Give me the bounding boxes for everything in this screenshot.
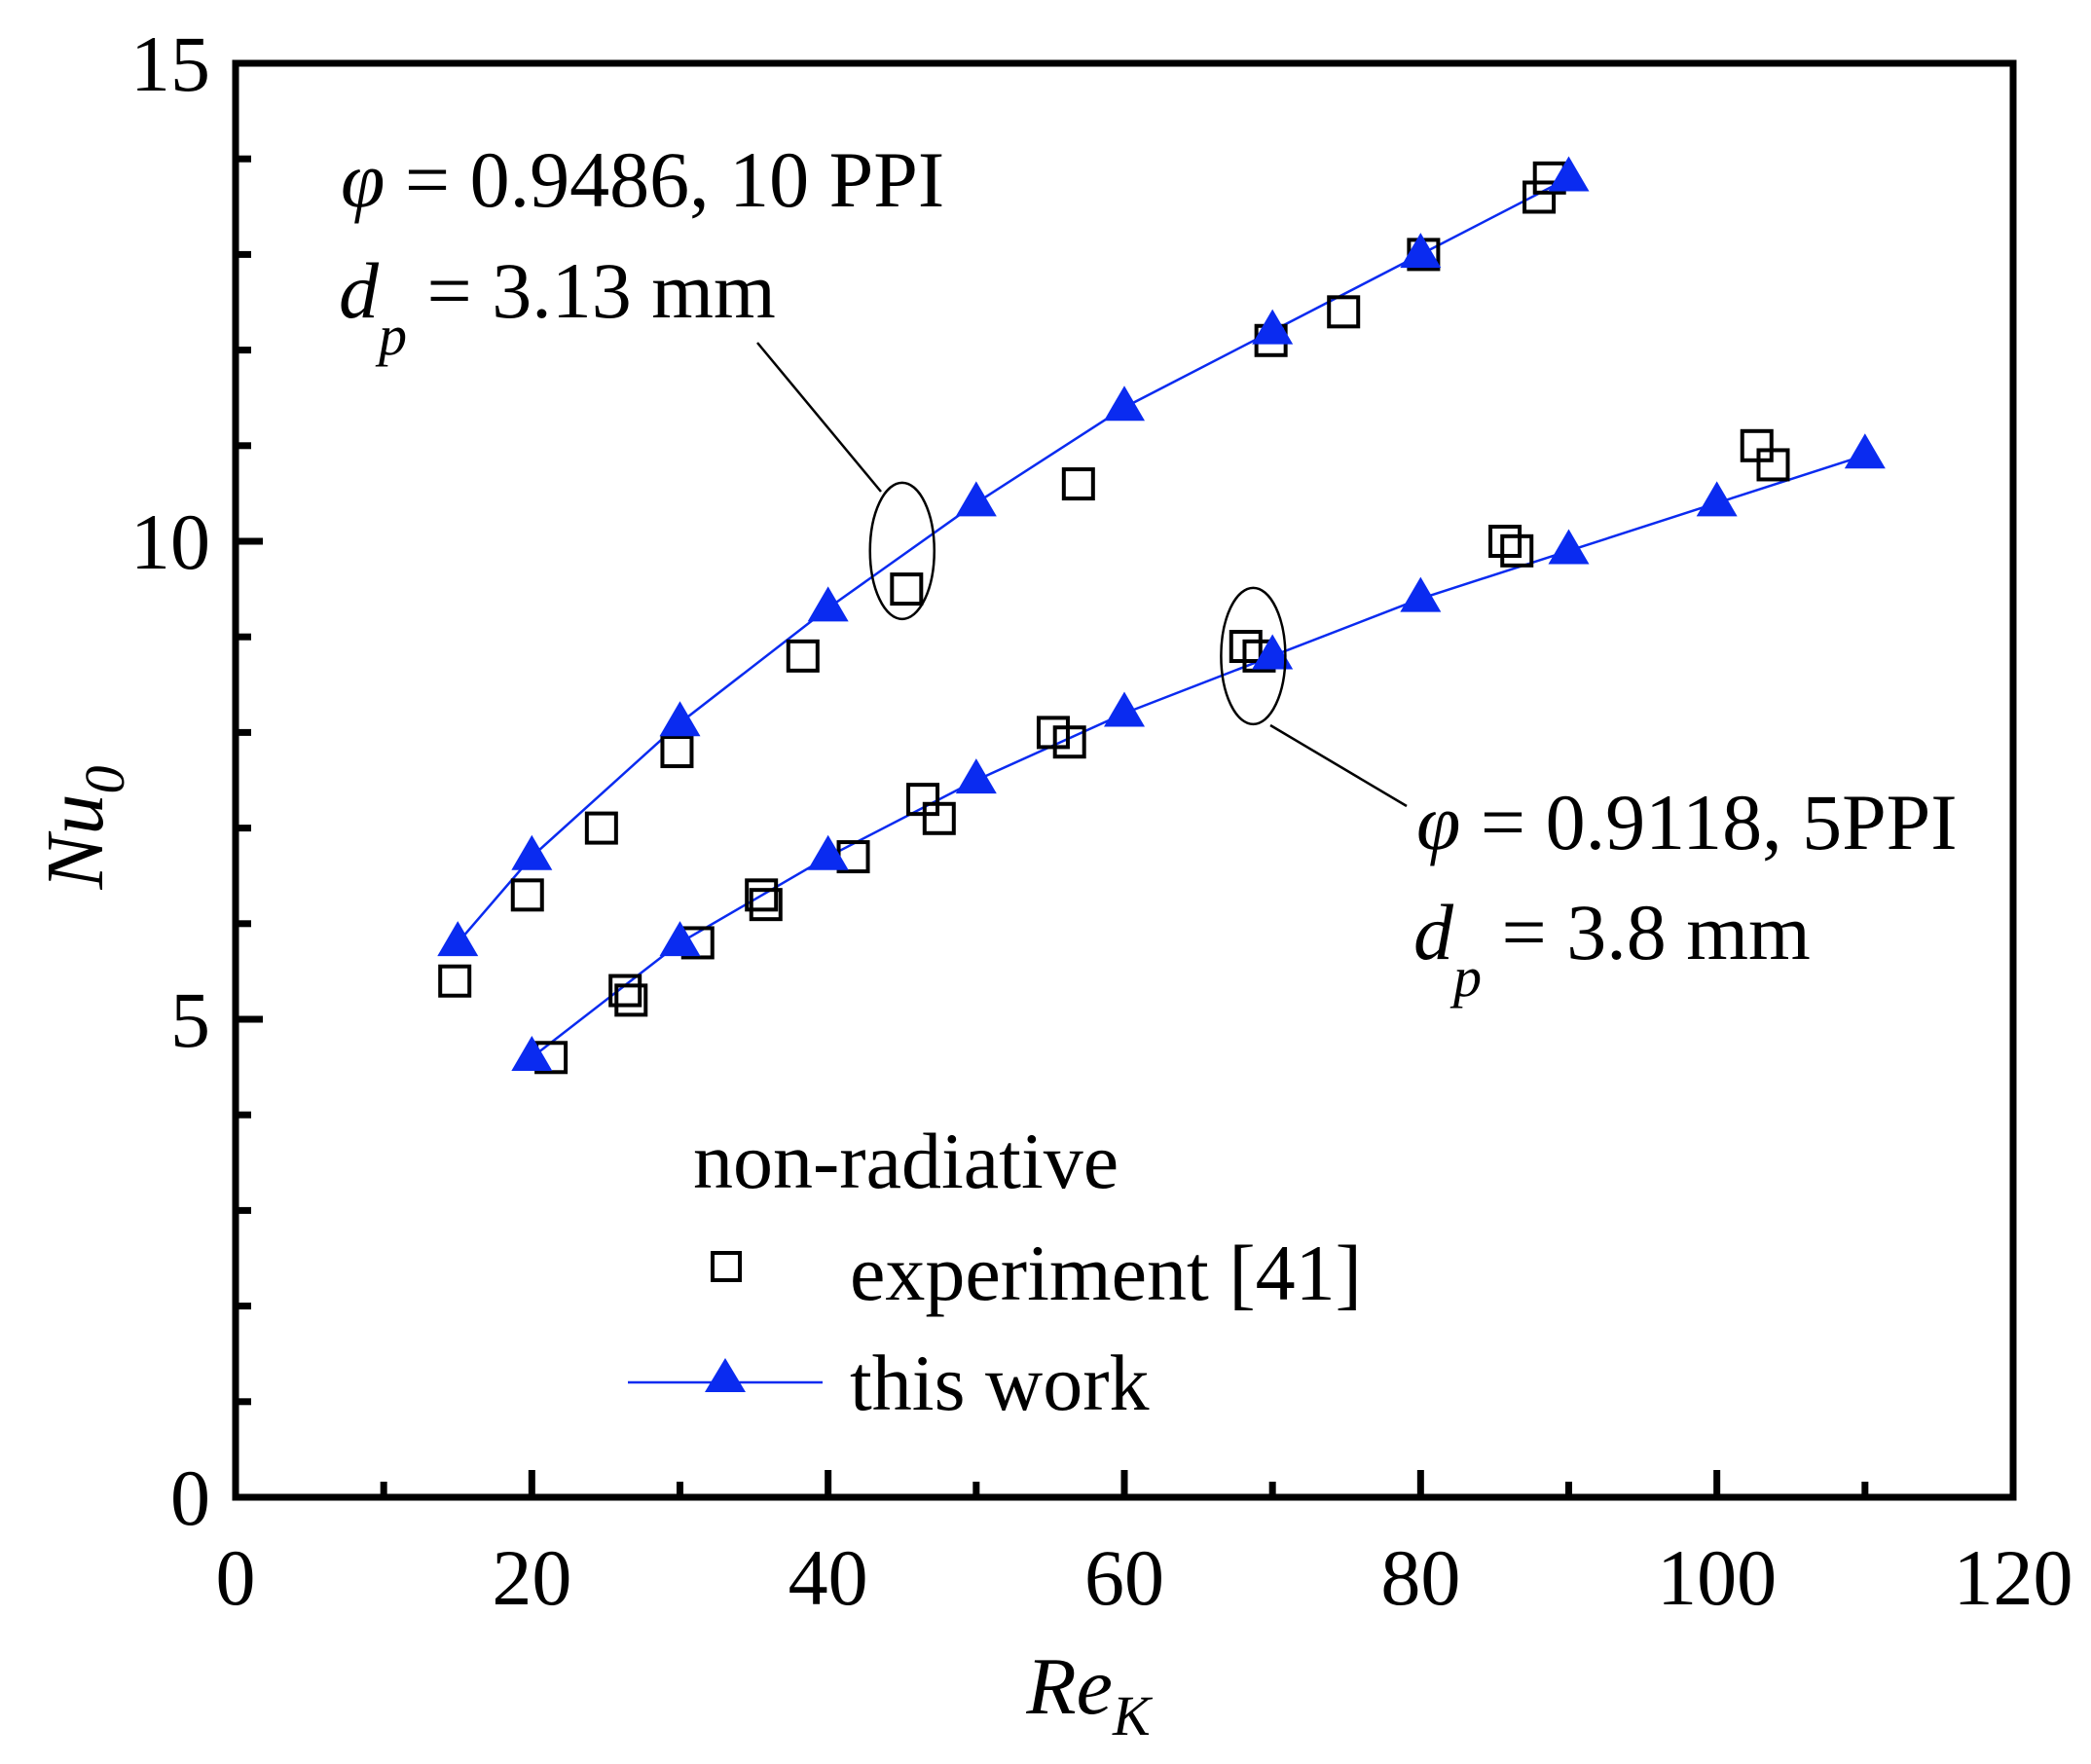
ticks-layer [232, 59, 2017, 1501]
model-point [659, 921, 701, 957]
x-axis-title: ReK [1025, 1641, 1154, 1747]
x-tick-label: 60 [1084, 1533, 1164, 1622]
model-point [1548, 529, 1590, 565]
experiment-point [438, 964, 472, 998]
model-point [1104, 691, 1145, 727]
experiment-point [1756, 448, 1790, 482]
series-line [531, 454, 1866, 1059]
model-point [1400, 576, 1442, 612]
model-point [659, 701, 701, 737]
model-point [1252, 309, 1294, 345]
y-tick-label: 15 [130, 19, 210, 108]
y-tick-label: 0 [170, 1453, 210, 1542]
experiment-point [660, 735, 694, 769]
model-point [955, 758, 997, 794]
experiment-point [745, 878, 779, 912]
experiment-point [1500, 533, 1534, 568]
x-tick-label: 120 [1954, 1533, 2073, 1622]
x-tick-label: 20 [492, 1533, 571, 1622]
experiment-point [584, 811, 618, 845]
experiment-point [786, 639, 820, 673]
legend-marker-square [711, 1251, 742, 1282]
annotation-ellipse-lower [1220, 586, 1287, 726]
experiment-point [1052, 725, 1086, 759]
annotation-lower-line2: dp = 3.8 mm [1413, 888, 1811, 1009]
annotation-lower-leader [1269, 723, 1408, 808]
annotation-ellipse-upper [868, 481, 935, 621]
annotation-upper-line1: φ = 0.9486, 10 PPI [341, 135, 944, 224]
experiment-point [608, 974, 642, 1008]
model-point [511, 834, 553, 870]
experiment-point [890, 572, 924, 606]
experiment-point [510, 878, 544, 912]
x-tick-label: 80 [1380, 1533, 1460, 1622]
annotation-upper: φ = 0.9486, 10 PPI dp = 3.13 mm [339, 135, 944, 493]
x-tick-label: 40 [789, 1533, 868, 1622]
annotation-upper-leader [756, 342, 882, 493]
series-layer [437, 156, 1886, 1075]
model-point [511, 1035, 553, 1071]
x-tick-label: 100 [1657, 1533, 1777, 1622]
experiment-point [922, 801, 956, 835]
annotation-lower: φ = 0.9118, 5PPI dp = 3.8 mm [1269, 723, 1958, 1009]
model-point [955, 481, 997, 517]
experiment-point [1522, 180, 1557, 214]
experiment-point [1061, 467, 1095, 501]
model-point [807, 586, 849, 622]
tick-labels-layer: 0 20 40 60 80 100 120 0 5 10 15 [130, 19, 2073, 1622]
annotation-upper-line2: dp = 3.13 mm [339, 246, 776, 367]
y-axis-title: Nu0 [30, 765, 136, 890]
ellipse-layer [868, 481, 1287, 726]
model-point [1252, 634, 1294, 670]
model-point [1696, 481, 1738, 517]
model-point [1844, 433, 1886, 469]
experiment-point [1488, 525, 1522, 558]
experiment-point [614, 983, 648, 1017]
legend-marker-triangle [705, 1358, 746, 1392]
legend-label-experiment: experiment [41] [850, 1229, 1362, 1317]
annotation-lower-line1: φ = 0.9118, 5PPI [1416, 778, 1958, 866]
legend-title: non-radiative [693, 1117, 1119, 1205]
legend-label-this-work: this work [850, 1339, 1150, 1427]
model-point [437, 921, 479, 957]
legend: non-radiative experiment [41] this work [628, 1117, 1362, 1427]
experiment-point [749, 888, 783, 922]
model-point [1548, 156, 1590, 192]
experiment-point [1327, 295, 1361, 329]
y-tick-label: 10 [130, 497, 210, 586]
model-point [1104, 386, 1145, 422]
y-tick-label: 5 [170, 975, 210, 1064]
model-point [1400, 233, 1442, 269]
model-point [807, 834, 849, 870]
x-tick-label: 0 [216, 1533, 256, 1622]
